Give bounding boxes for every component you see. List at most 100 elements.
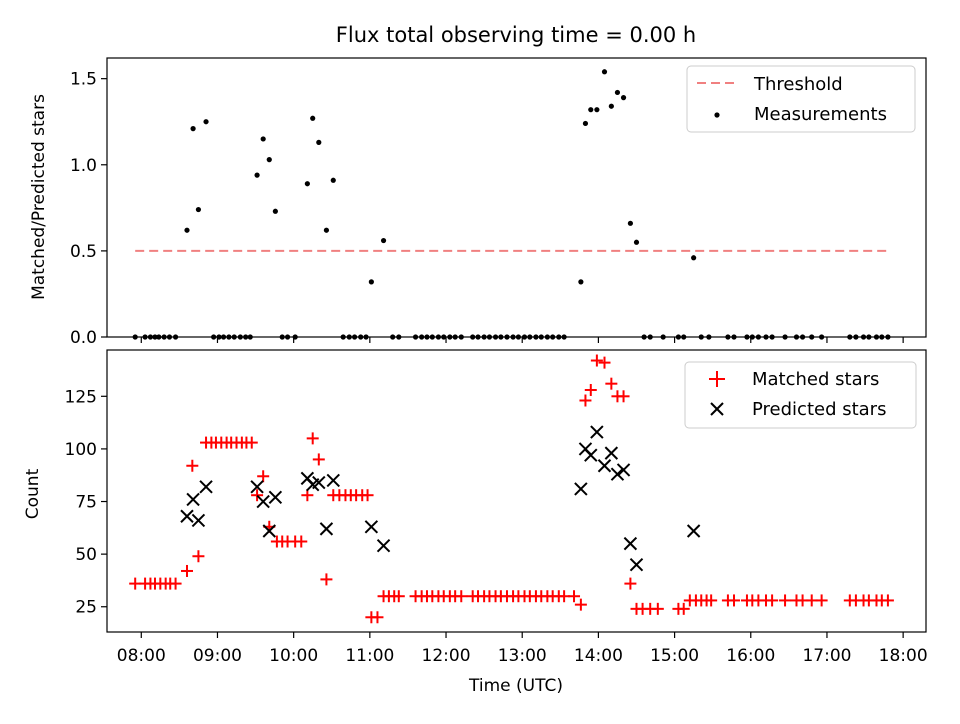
predicted-stars-point xyxy=(191,513,206,528)
legend-measurements-marker xyxy=(714,112,720,118)
matched-stars-point xyxy=(320,573,333,586)
matched-stars-point xyxy=(598,356,611,369)
matched-stars-point xyxy=(590,354,603,367)
measurement-point xyxy=(578,279,584,285)
matched-stars-point xyxy=(574,598,587,611)
predicted-stars-point xyxy=(319,522,334,536)
legend-predicted-marker xyxy=(710,402,724,416)
measurement-point xyxy=(380,237,387,244)
matched-stars-point xyxy=(605,377,618,390)
matched-stars-point xyxy=(361,489,374,502)
matched-stars-point xyxy=(624,577,637,590)
measurement-point xyxy=(323,227,330,233)
measurement-point xyxy=(203,119,209,125)
chart-title: Flux total observing time = 0.00 h xyxy=(336,23,696,47)
ratio-y-axis-label: Matched/Predicted stars xyxy=(29,94,49,300)
predicted-stars-point xyxy=(186,492,200,507)
matched-stars-point xyxy=(371,611,384,624)
matched-stars-point xyxy=(257,470,270,483)
matched-stars-point xyxy=(651,602,664,615)
predicted-stars-point xyxy=(256,494,270,509)
predicted-stars-point xyxy=(590,425,604,439)
legend-predicted-label: Predicted stars xyxy=(752,399,886,420)
count-y-axis-label: Count xyxy=(23,468,43,519)
measurement-point xyxy=(190,126,196,132)
measurement-point xyxy=(368,279,374,285)
ratio-legend-box xyxy=(686,65,916,133)
predicted-stars-point xyxy=(268,490,283,505)
matched-stars-point xyxy=(169,577,182,590)
matched-stars-point xyxy=(579,394,592,407)
y-tick-label: 125 xyxy=(65,387,97,407)
predicted-stars-point xyxy=(623,536,638,551)
matched-stars-point xyxy=(568,590,581,603)
y-tick-label: 1.0 xyxy=(70,156,97,176)
predicted-stars-point xyxy=(326,473,340,488)
measurement-point xyxy=(260,136,266,142)
x-tick-label: 13:00 xyxy=(498,646,547,666)
measurement-point xyxy=(627,220,633,226)
matched-stars-point xyxy=(306,432,319,445)
predicted-stars-point xyxy=(686,524,701,538)
x-tick-label: 12:00 xyxy=(422,646,471,666)
matched-stars-point xyxy=(728,594,741,607)
matched-stars-point xyxy=(677,602,690,615)
y-tick-label: 75 xyxy=(75,493,97,513)
legend-measurements-label: Measurements xyxy=(754,104,887,125)
matched-stars-point xyxy=(312,453,325,466)
y-tick-label: 1.5 xyxy=(70,70,97,90)
ratio-legend: Threshold Measurements xyxy=(686,65,916,133)
x-tick-label: 15:00 xyxy=(650,646,699,666)
matched-stars-point xyxy=(192,550,205,563)
predicted-stars-point xyxy=(250,480,264,494)
x-tick-label: 18:00 xyxy=(879,646,928,666)
matched-stars-point xyxy=(815,594,828,607)
x-tick-label: 11:00 xyxy=(345,646,394,666)
matched-stars-point xyxy=(705,594,718,607)
x-tick-label: 17:00 xyxy=(802,646,851,666)
y-tick-label: 100 xyxy=(65,440,97,460)
measurement-point xyxy=(691,255,697,261)
predicted-stars-point xyxy=(364,520,379,534)
measurement-point xyxy=(304,181,310,187)
predicted-stars-point xyxy=(584,448,598,462)
matched-stars-point xyxy=(779,594,792,607)
matched-stars-point xyxy=(295,535,308,548)
measurement-point xyxy=(594,107,600,113)
measurement-point xyxy=(272,208,278,214)
x-tick-label: 14:00 xyxy=(574,646,623,666)
measurement-point xyxy=(184,227,190,233)
matched-stars-point xyxy=(617,390,630,403)
matched-stars-point xyxy=(766,594,779,607)
ratio-panel: 0.0 0.5 1.0 1.5 Matched/Predicted stars Thr… xyxy=(29,57,927,348)
x-tick-label: 08:00 xyxy=(117,646,166,666)
measurement-point xyxy=(254,172,260,178)
y-tick-label: 25 xyxy=(75,598,97,618)
y-tick-label: 0.5 xyxy=(70,242,97,262)
measurement-point xyxy=(310,115,316,121)
measurement-point xyxy=(608,103,614,109)
predicted-stars-point xyxy=(604,446,619,460)
predicted-stars-point xyxy=(629,557,644,572)
measurement-point xyxy=(614,89,621,96)
measurement-point xyxy=(588,107,594,113)
predicted-stars-point xyxy=(199,480,213,494)
x-tick-label: 10:00 xyxy=(269,646,318,666)
predicted-stars-point xyxy=(597,459,612,473)
measurement-point xyxy=(330,177,336,183)
measurement-point xyxy=(316,139,322,145)
x-tick-label: 16:00 xyxy=(726,646,775,666)
count-panel-frame xyxy=(106,349,927,633)
ratio-panel-frame xyxy=(106,57,927,338)
predicted-stars-point xyxy=(180,509,194,523)
measurement-point xyxy=(195,206,202,213)
y-tick-label: 0.0 xyxy=(70,328,97,348)
y-tick-label: 50 xyxy=(75,545,97,565)
legend-matched-marker xyxy=(709,371,725,387)
matched-stars-point xyxy=(881,594,894,607)
matched-stars-point xyxy=(180,564,193,577)
count-legend-box xyxy=(684,361,917,429)
matched-stars-point xyxy=(584,383,597,396)
count-legend: Matched stars Predicted stars xyxy=(684,361,917,429)
